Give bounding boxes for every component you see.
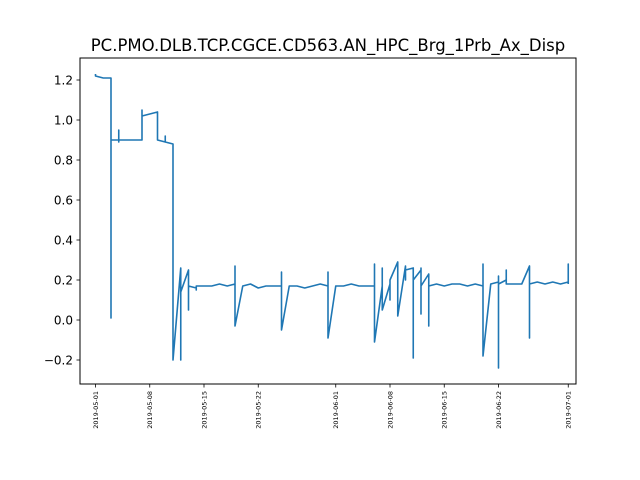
plot-frame — [79, 57, 577, 385]
x-tick-label: 2019-06-08 — [386, 391, 394, 429]
x-tick-label: 2019-07-01 — [565, 391, 573, 429]
x-tick-label: 2019-06-01 — [332, 391, 340, 429]
x-tick-label: 2019-05-08 — [146, 391, 154, 429]
x-tick-label: 2019-06-15 — [441, 391, 449, 429]
x-tick-label: 2019-05-15 — [200, 391, 208, 429]
y-tick-label: 0.4 — [54, 234, 73, 248]
x-axis: 2019-05-01 2019-05-08 2019-05-15 2019-05-22… — [92, 384, 573, 429]
series-line-0 — [94, 74, 570, 369]
chart-title: PC.PMO.DLB.TCP.CGCE.CD563.AN_HPC_Brg_1Pr… — [91, 36, 566, 56]
x-tick-label: 2019-05-22 — [255, 391, 263, 429]
y-axis: −0.2 0.0 0.2 0.4 0.6 0.8 1.0 1.2 — [44, 74, 80, 368]
plot-area — [94, 74, 570, 369]
y-tick-label: −0.2 — [44, 354, 73, 368]
y-tick-label: 0.0 — [54, 314, 73, 328]
x-tick-label: 2019-05-01 — [92, 391, 100, 429]
y-tick-label: 0.6 — [54, 194, 73, 208]
y-tick-label: 0.8 — [54, 154, 73, 168]
y-tick-label: 1.0 — [54, 114, 73, 128]
y-tick-label: 1.2 — [54, 74, 73, 88]
x-tick-label: 2019-06-22 — [495, 391, 503, 429]
y-tick-label: 0.2 — [54, 274, 73, 288]
